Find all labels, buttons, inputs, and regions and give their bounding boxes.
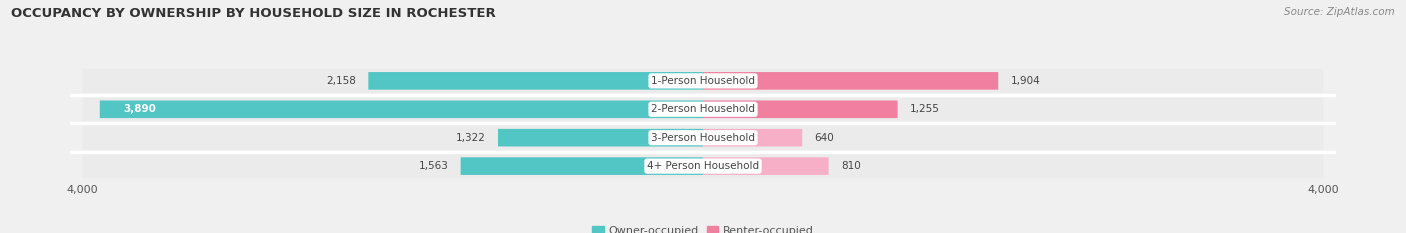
FancyBboxPatch shape xyxy=(703,157,828,175)
Text: 4+ Person Household: 4+ Person Household xyxy=(647,161,759,171)
FancyBboxPatch shape xyxy=(703,100,897,118)
Text: 1,563: 1,563 xyxy=(419,161,449,171)
Text: 1,322: 1,322 xyxy=(456,133,485,143)
Text: 3-Person Household: 3-Person Household xyxy=(651,133,755,143)
FancyBboxPatch shape xyxy=(100,100,703,118)
Text: 1,904: 1,904 xyxy=(1011,76,1040,86)
Text: 3,890: 3,890 xyxy=(124,104,156,114)
FancyBboxPatch shape xyxy=(461,157,703,175)
FancyBboxPatch shape xyxy=(83,69,1323,93)
FancyBboxPatch shape xyxy=(703,72,998,90)
Text: 640: 640 xyxy=(814,133,834,143)
FancyBboxPatch shape xyxy=(83,126,1323,150)
Text: 810: 810 xyxy=(841,161,860,171)
FancyBboxPatch shape xyxy=(703,129,803,147)
Text: Source: ZipAtlas.com: Source: ZipAtlas.com xyxy=(1284,7,1395,17)
Legend: Owner-occupied, Renter-occupied: Owner-occupied, Renter-occupied xyxy=(588,221,818,233)
FancyBboxPatch shape xyxy=(83,154,1323,178)
FancyBboxPatch shape xyxy=(83,97,1323,121)
Text: 1-Person Household: 1-Person Household xyxy=(651,76,755,86)
FancyBboxPatch shape xyxy=(368,72,703,90)
Text: OCCUPANCY BY OWNERSHIP BY HOUSEHOLD SIZE IN ROCHESTER: OCCUPANCY BY OWNERSHIP BY HOUSEHOLD SIZE… xyxy=(11,7,496,20)
FancyBboxPatch shape xyxy=(498,129,703,147)
Text: 1,255: 1,255 xyxy=(910,104,939,114)
Text: 2-Person Household: 2-Person Household xyxy=(651,104,755,114)
Text: 2,158: 2,158 xyxy=(326,76,356,86)
